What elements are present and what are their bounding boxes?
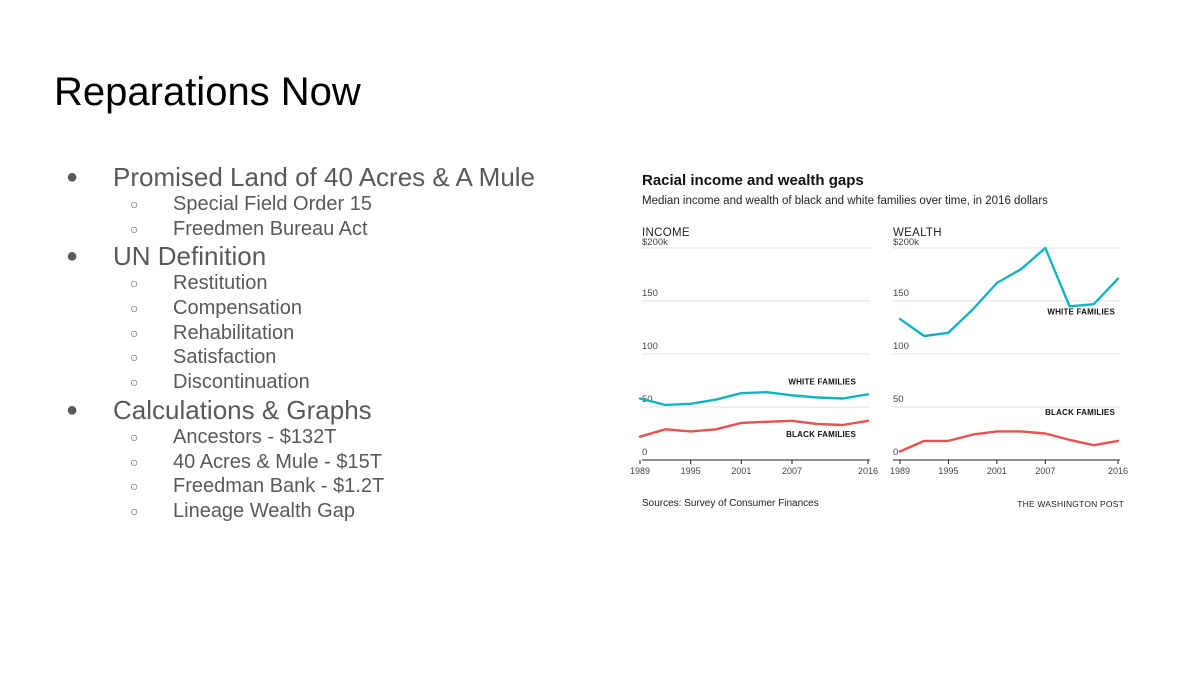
y-tick-label: $200k	[642, 237, 668, 248]
sub-bullet-item: ○ Restitution	[60, 271, 600, 296]
sub-bullet-circle-icon: ○	[130, 196, 139, 212]
chart-credit: THE WASHINGTON POST	[1017, 499, 1124, 509]
x-tick-label: 2016	[858, 466, 878, 476]
x-tick-label: 1995	[938, 466, 958, 476]
chart-source: Sources: Survey of Consumer Finances	[642, 498, 819, 509]
bullet-dot-icon: ●	[66, 245, 79, 268]
sub-bullet-text: Discontinuation	[173, 371, 310, 394]
sub-bullet-circle-icon: ○	[130, 453, 139, 470]
sub-bullet-text: Lineage Wealth Gap	[173, 499, 355, 522]
x-tick-label: 1989	[630, 466, 650, 476]
y-tick-label: 100	[642, 341, 658, 352]
bullet-item: ● UN Definition	[60, 241, 600, 271]
series-label: BLACK FAMILIES	[1045, 408, 1115, 417]
sub-bullet-circle-icon: ○	[130, 300, 139, 317]
x-tick-label: 2001	[731, 466, 751, 476]
sub-bullet-item: ○ Special Field Order 15	[60, 192, 600, 217]
sub-bullet-item: ○ Rehabilitation	[60, 321, 600, 346]
sub-bullet-text: Freedman Bank - $1.2T	[173, 475, 385, 498]
y-tick-label: 50	[893, 394, 904, 405]
sub-bullet-circle-icon: ○	[130, 324, 139, 341]
bullet-text: Promised Land of 40 Acres & A Mule	[113, 162, 536, 192]
panel-title: WEALTH	[893, 227, 942, 239]
x-tick-label: 2007	[782, 466, 802, 476]
y-tick-label: 0	[642, 447, 647, 458]
sub-bullet-circle-icon: ○	[130, 502, 139, 519]
x-tick-label: 2007	[1035, 466, 1055, 476]
series-line-white-families	[638, 391, 870, 407]
sub-bullet-item: ○ Freedmen Bureau Act	[60, 217, 600, 242]
sub-bullet-text: Restitution	[173, 272, 268, 295]
panel-title: INCOME	[642, 227, 690, 239]
bullet-text: Calculations & Graphs	[113, 394, 372, 425]
sub-bullet-text: Rehabilitation	[173, 321, 295, 344]
sub-bullet-circle-icon: ○	[130, 220, 139, 237]
x-tick-label: 1995	[681, 466, 701, 476]
sub-bullet-item: ○ Freedman Bank - $1.2T	[60, 474, 600, 499]
y-tick-label: 0	[893, 447, 898, 458]
sub-bullet-item: ○ Compensation	[60, 296, 600, 321]
chart-figure: Racial income and wealth gaps Median inc…	[630, 160, 1130, 520]
bullet-item: ● Promised Land of 40 Acres & A Mule	[60, 162, 600, 192]
sub-bullet-circle-icon: ○	[130, 478, 139, 495]
sub-bullet-text: 40 Acres & Mule - $15T	[173, 450, 382, 473]
y-tick-label: 150	[642, 288, 658, 299]
bullet-dot-icon: ●	[66, 166, 79, 188]
slide-title: Reparations Now	[54, 70, 361, 114]
series-label: WHITE FAMILIES	[788, 377, 856, 386]
sub-bullet-text: Special Field Order 15	[173, 193, 372, 215]
chart-subtitle: Median income and wealth of black and wh…	[642, 195, 1048, 207]
sub-bullet-text: Ancestors - $132T	[173, 425, 337, 448]
series-line-white-families	[898, 246, 1120, 338]
sub-bullet-text: Compensation	[173, 297, 302, 320]
bullet-dot-icon: ●	[66, 398, 79, 421]
sub-bullet-circle-icon: ○	[130, 275, 139, 292]
x-tick-label: 1989	[890, 466, 910, 476]
y-tick-label: 100	[893, 341, 909, 352]
sub-bullet-circle-icon: ○	[130, 374, 139, 391]
y-tick-label: $200k	[893, 237, 919, 248]
bullet-item: ● Calculations & Graphs	[60, 395, 600, 425]
sub-bullet-item: ○ 40 Acres & Mule - $15T	[60, 450, 600, 475]
wealth-panel: WEALTH$200k 150 100 50 0 1989 1995 2001 2007 2016…	[890, 227, 1128, 476]
bullet-text: UN Definition	[113, 241, 267, 272]
series-line-black-families	[898, 430, 1120, 453]
sub-bullet-item: ○ Discontinuation	[60, 370, 600, 395]
sub-bullet-item: ○ Satisfaction	[60, 345, 600, 370]
sub-bullet-text: Satisfaction	[173, 346, 277, 369]
x-tick-label: 2001	[987, 466, 1007, 476]
series-line-black-families	[638, 419, 870, 438]
series-label: WHITE FAMILIES	[1047, 308, 1115, 317]
bullet-list: ● Promised Land of 40 Acres & A Mule ○ Spe…	[60, 162, 600, 524]
chart-title: Racial income and wealth gaps	[642, 172, 864, 189]
sub-bullet-item: ○ Ancestors - $132T	[60, 425, 600, 450]
series-label: BLACK FAMILIES	[786, 430, 856, 439]
x-tick-label: 2016	[1108, 466, 1128, 476]
y-tick-label: 150	[893, 288, 909, 299]
sub-bullet-circle-icon: ○	[130, 349, 139, 366]
sub-bullet-item: ○ Lineage Wealth Gap	[60, 499, 600, 524]
sub-bullet-circle-icon: ○	[130, 428, 139, 445]
sub-bullet-text: Freedmen Bureau Act	[173, 217, 368, 240]
